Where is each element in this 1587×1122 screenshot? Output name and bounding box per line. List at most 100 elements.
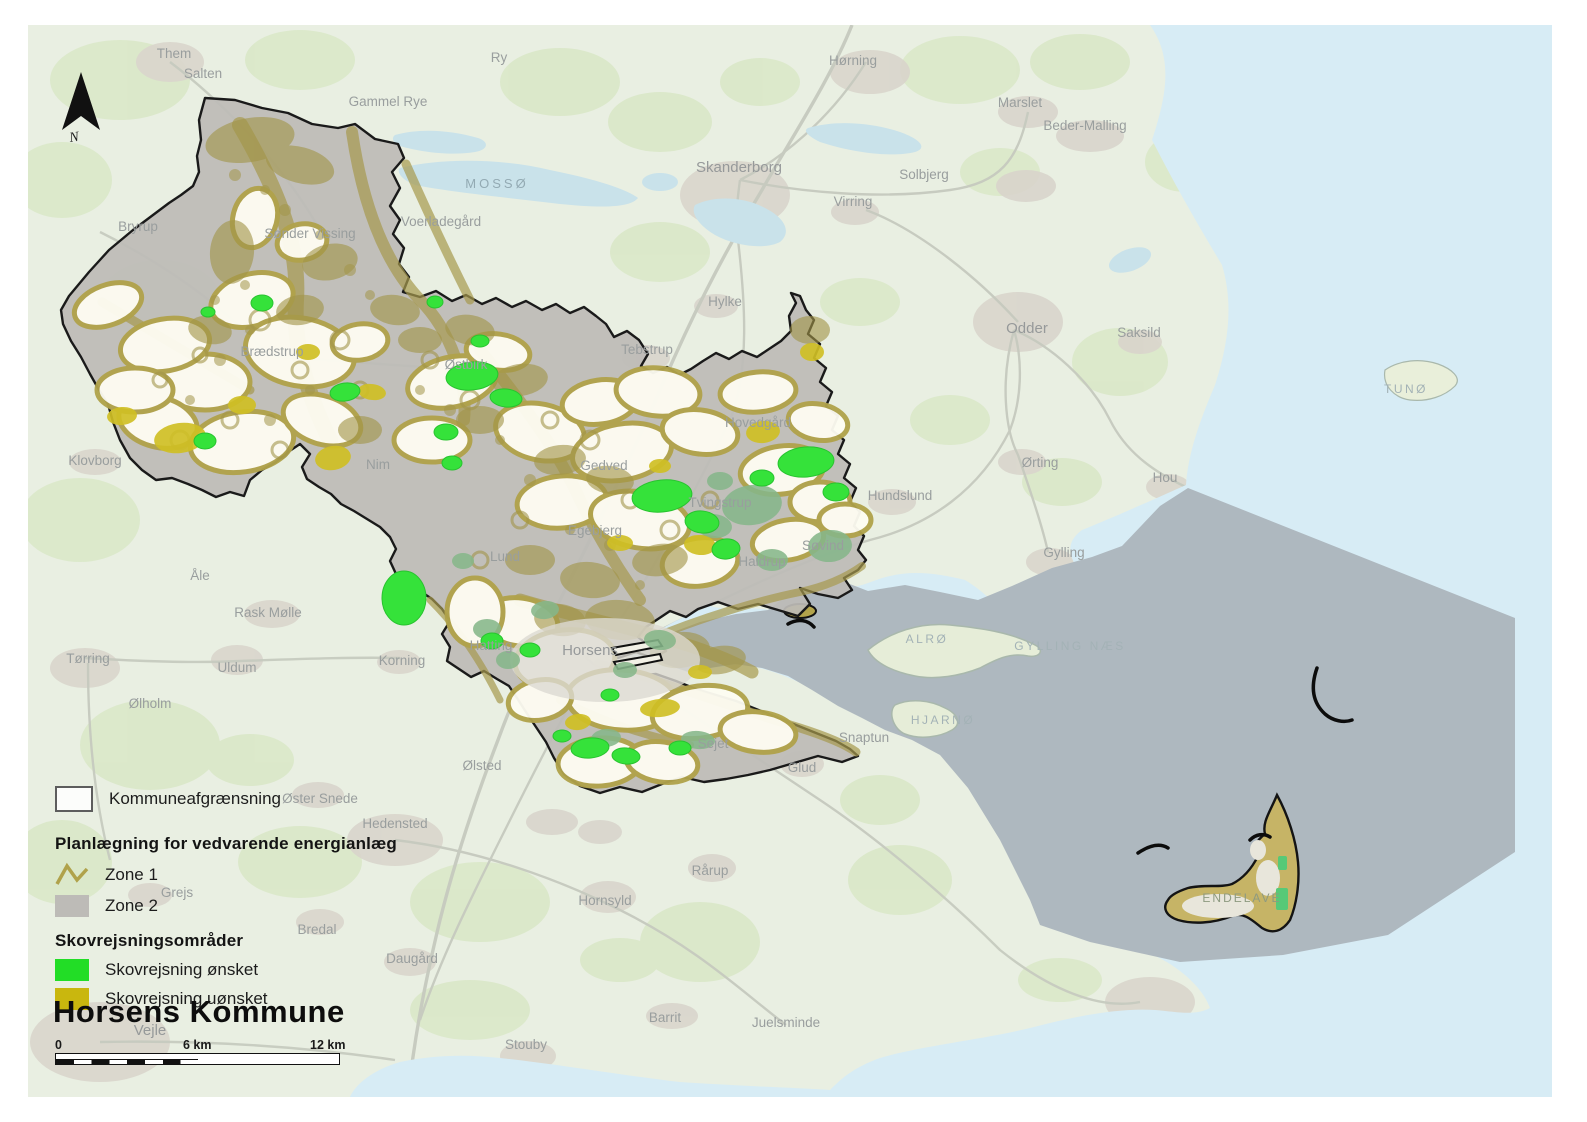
place-label-r-rup: Rårup	[692, 863, 729, 878]
place-label-klovborg: Klovborg	[68, 453, 121, 468]
place-label-endelave: ENDELAVE	[1202, 891, 1281, 905]
energy-heading: Planlægning for vedvarende energianlæg	[55, 834, 398, 853]
forest-unwanted-swatch	[55, 988, 89, 1010]
place-label-nim: Nim	[366, 457, 390, 472]
place-label--lholm: Ølholm	[129, 696, 172, 711]
place-label-saksild: Saksild	[1117, 325, 1161, 340]
place-label-hylke: Hylke	[708, 294, 742, 309]
place-label-alr-: ALRØ	[906, 632, 949, 646]
legend-item-boundary: Kommuneafgrænsning	[55, 786, 475, 812]
place-label-voerladeg-rd: Voerladegård	[401, 214, 481, 229]
north-arrow: N	[62, 72, 100, 146]
zone1-olive-rings	[151, 308, 720, 570]
place-label-them: Them	[157, 46, 192, 61]
place-label-sejet: Sejet	[698, 736, 729, 751]
place-label-tebstrup: Tebstrup	[621, 342, 673, 357]
legend-item-zone2: Zone 2	[55, 895, 475, 917]
horsens-city-area	[510, 618, 700, 702]
place-label-tvingstrup: Tvingstrup	[688, 495, 751, 510]
place-label--lsted: Ølsted	[462, 758, 501, 773]
place-label--rting: Ørting	[1022, 455, 1059, 470]
place-label-uldum: Uldum	[217, 660, 256, 675]
place-label-marslet: Marslet	[998, 95, 1043, 110]
place-label-hedensted: Hedensted	[362, 816, 427, 831]
background-vegetation	[12, 30, 1225, 1040]
place-label-grejs: Grejs	[161, 885, 194, 900]
place-label--ster-snede: Øster Snede	[282, 791, 358, 806]
boundary-swatch	[55, 786, 93, 812]
zone2-swatch	[55, 895, 89, 917]
map-title: Horsens Kommune	[53, 994, 345, 1029]
place-label-hundslund: Hundslund	[868, 488, 933, 503]
sea-islets	[786, 618, 1354, 855]
place-label-hovedg-rd: Hovedgård	[725, 415, 791, 430]
alro-island	[867, 623, 1042, 679]
place-label-rask-m-lle: Rask Mølle	[234, 605, 302, 620]
place-label-vejle: Vejle	[134, 1022, 167, 1039]
lake-mosso	[398, 160, 638, 207]
place-label--stbirk: Østbirk	[445, 357, 488, 372]
place-label-egebjerg: Egebjerg	[568, 523, 622, 538]
place-labels-layer: Them Salten Gammel Rye Ry Skanderborg Hørning…	[66, 46, 1425, 1052]
municipality	[59, 96, 874, 795]
place-label-solbjerg: Solbjerg	[899, 167, 949, 182]
place-label-bryrup: Bryrup	[118, 219, 158, 234]
zone2-label: Zone 2	[105, 896, 158, 915]
tuno-island	[1383, 360, 1458, 401]
zone1-label: Zone 1	[105, 865, 158, 884]
hjarno-island	[891, 700, 959, 738]
place-label-stouby: Stouby	[505, 1037, 547, 1052]
place-label-barrit: Barrit	[649, 1010, 682, 1025]
place-label-beder-malling: Beder-Malling	[1043, 118, 1126, 133]
place-label-s-nder-vissing: Sønder Vissing	[264, 226, 355, 241]
place-label-snaptun: Snaptun	[839, 730, 889, 745]
place-label-korning: Korning	[379, 653, 426, 668]
place-label-horsens: Horsens	[562, 642, 618, 659]
place-label--le: Åle	[190, 568, 210, 583]
place-label-odder: Odder	[1006, 320, 1048, 337]
place-label-gylling-n-s: GYLLING NÆS	[1014, 639, 1126, 653]
place-label-h-rning: Hørning	[829, 53, 877, 68]
place-label-lund: Lund	[490, 549, 520, 564]
place-label-salten: Salten	[184, 66, 222, 81]
place-label-gedved: Gedved	[580, 458, 627, 473]
place-label-juelsminde: Juelsminde	[752, 1015, 820, 1030]
place-label-virring: Virring	[834, 194, 873, 209]
endelave-forest-wanted	[1276, 856, 1288, 910]
place-label-bredal: Bredal	[297, 922, 336, 937]
place-label-gammel-rye: Gammel Rye	[349, 94, 428, 109]
forest-wanted-areas	[193, 294, 850, 765]
lakes	[392, 123, 1152, 273]
zone1-line-icon	[55, 862, 89, 885]
place-label-s-vind: Søvind	[802, 538, 844, 553]
place-label-haldrup: Haldrup	[738, 554, 785, 569]
endelave-interior	[1182, 840, 1280, 918]
scale-tick-start: 0	[55, 1038, 62, 1052]
place-label-br-dstrup: Brædstrup	[240, 344, 303, 359]
place-label-hjarn-: HJARNØ	[911, 713, 975, 727]
place-label-hatting: Hatting	[470, 638, 513, 653]
north-label: N	[67, 130, 80, 146]
scale-bar-graphic	[55, 1053, 340, 1065]
legend-item-zone1: Zone 1	[55, 862, 475, 888]
forest-heading: Skovrejsningsområder	[55, 931, 244, 950]
place-label-glud: Glud	[788, 760, 817, 775]
legend: Kommuneafgrænsning Planlægning for vedva…	[55, 786, 475, 1017]
scale-bar: 0 6 km 12 km	[55, 1038, 355, 1065]
place-label-gylling: Gylling	[1043, 545, 1084, 560]
existing-forest-areas	[452, 472, 852, 750]
place-label-hornsyld: Hornsyld	[578, 893, 631, 908]
legend-item-forest-wanted: Skovrejsning ønsket	[55, 959, 475, 981]
boundary-label: Kommuneafgrænsning	[109, 789, 281, 808]
place-label-daug-rd: Daugård	[386, 951, 438, 966]
forest-unwanted-label: Skovrejsning uønsket	[105, 989, 268, 1008]
place-label-ry: Ry	[491, 50, 508, 65]
legend-item-forest-unwanted: Skovrejsning uønsket	[55, 988, 475, 1010]
scale-tick-end: 12 km	[310, 1038, 346, 1052]
forest-wanted-swatch	[55, 959, 89, 981]
forest-unwanted-areas	[107, 343, 824, 731]
islands	[867, 360, 1458, 933]
